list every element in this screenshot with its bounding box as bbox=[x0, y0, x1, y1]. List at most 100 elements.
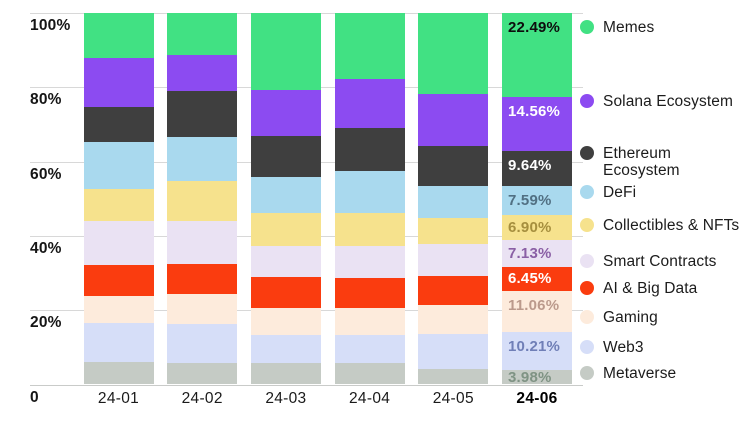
segment-memes-24-01[interactable] bbox=[83, 13, 154, 58]
segment-gaming-24-02[interactable] bbox=[167, 293, 238, 324]
segment-ethereum-ecosystem-24-04[interactable] bbox=[334, 128, 405, 171]
segment-gaming-24-06[interactable]: 11.06% bbox=[502, 290, 572, 332]
segment-defi-24-04[interactable] bbox=[334, 170, 405, 213]
segment-memes-24-06[interactable]: 22.49% bbox=[502, 13, 572, 97]
segment-solana-ecosystem-24-01[interactable] bbox=[83, 57, 154, 107]
segment-smart-contracts-24-03[interactable] bbox=[250, 245, 321, 278]
segment-defi-24-05[interactable] bbox=[418, 186, 489, 219]
legend-dot-gaming bbox=[580, 310, 594, 324]
segment-collectibles-nfts-24-05[interactable] bbox=[418, 218, 489, 245]
legend-item-ethereum-ecosystem[interactable]: Ethereum Ecosystem bbox=[580, 145, 745, 179]
segment-solana-ecosystem-24-05[interactable] bbox=[418, 94, 489, 146]
segment-collectibles-nfts-24-01[interactable] bbox=[83, 189, 154, 221]
segment-gaming-24-04[interactable] bbox=[334, 307, 405, 335]
legend-dot-defi bbox=[580, 185, 594, 199]
segment-smart-contracts-24-04[interactable] bbox=[334, 245, 405, 278]
legend-item-web3[interactable]: Web3 bbox=[580, 339, 745, 356]
segment-ai-big-data-24-05[interactable] bbox=[418, 276, 489, 305]
value-label-collectibles-nfts: 6.90% bbox=[508, 218, 552, 236]
segment-defi-24-01[interactable] bbox=[83, 141, 154, 190]
segment-web3-24-01[interactable] bbox=[83, 323, 154, 363]
segment-web3-24-02[interactable] bbox=[167, 323, 238, 363]
segment-metaverse-24-04[interactable] bbox=[334, 363, 405, 385]
legend-item-gaming[interactable]: Gaming bbox=[580, 309, 745, 326]
x-tick-24-01: 24-01 bbox=[97, 390, 140, 407]
segment-gaming-24-05[interactable] bbox=[418, 304, 489, 334]
legend-dot-memes bbox=[580, 20, 594, 34]
segment-memes-24-04[interactable] bbox=[334, 13, 405, 80]
value-label-solana-ecosystem: 14.56% bbox=[508, 102, 561, 120]
legend-item-solana-ecosystem[interactable]: Solana Ecosystem bbox=[580, 93, 745, 110]
segment-smart-contracts-24-02[interactable] bbox=[167, 221, 238, 264]
segment-collectibles-nfts-24-04[interactable] bbox=[334, 212, 405, 246]
x-tick-24-04: 24-04 bbox=[349, 390, 391, 407]
segment-ai-big-data-24-01[interactable] bbox=[83, 265, 154, 296]
legend-item-collectibles-nfts[interactable]: Collectibles & NFTs bbox=[580, 217, 745, 234]
segment-collectibles-nfts-24-02[interactable] bbox=[167, 180, 238, 221]
legend-dot-collectibles-nfts bbox=[580, 218, 594, 232]
segment-ai-big-data-24-03[interactable] bbox=[250, 277, 321, 308]
segment-smart-contracts-24-01[interactable] bbox=[83, 220, 154, 266]
legend-label-gaming: Gaming bbox=[603, 309, 658, 326]
segment-smart-contracts-24-05[interactable] bbox=[418, 244, 489, 277]
segment-defi-24-06[interactable]: 7.59% bbox=[502, 186, 572, 215]
segment-ethereum-ecosystem-24-01[interactable] bbox=[83, 106, 154, 142]
legend-label-smart-contracts: Smart Contracts bbox=[603, 253, 717, 270]
segment-metaverse-24-01[interactable] bbox=[83, 362, 154, 385]
segment-gaming-24-01[interactable] bbox=[83, 295, 154, 324]
x-tick-24-03: 24-03 bbox=[265, 390, 307, 407]
segment-solana-ecosystem-24-03[interactable] bbox=[250, 89, 321, 136]
segment-web3-24-03[interactable] bbox=[250, 335, 321, 363]
y-tick-80: 80% bbox=[30, 91, 62, 109]
segment-gaming-24-03[interactable] bbox=[250, 307, 321, 336]
legend-label-web3: Web3 bbox=[603, 339, 644, 356]
segment-web3-24-04[interactable] bbox=[334, 334, 405, 364]
segment-collectibles-nfts-24-06[interactable]: 6.90% bbox=[502, 214, 572, 241]
y-tick-100: 100% bbox=[30, 17, 71, 34]
segment-web3-24-06[interactable]: 10.21% bbox=[502, 331, 572, 370]
segment-metaverse-24-02[interactable] bbox=[167, 362, 238, 385]
segment-web3-24-05[interactable] bbox=[418, 333, 489, 370]
value-label-gaming: 11.06% bbox=[508, 296, 560, 314]
legend-item-defi[interactable]: DeFi bbox=[580, 184, 745, 201]
segment-metaverse-24-05[interactable] bbox=[418, 369, 489, 385]
value-label-defi: 7.59% bbox=[508, 192, 552, 209]
value-label-ethereum-ecosystem: 9.64% bbox=[508, 156, 552, 174]
segment-metaverse-24-03[interactable] bbox=[250, 362, 321, 385]
legend-label-metaverse: Metaverse bbox=[603, 365, 677, 382]
segment-ethereum-ecosystem-24-03[interactable] bbox=[250, 135, 321, 177]
legend-item-smart-contracts[interactable]: Smart Contracts bbox=[580, 253, 745, 270]
segment-defi-24-03[interactable] bbox=[250, 176, 321, 213]
segment-ai-big-data-24-02[interactable] bbox=[167, 263, 238, 294]
legend-dot-metaverse bbox=[580, 366, 594, 380]
segment-solana-ecosystem-24-04[interactable] bbox=[334, 79, 405, 129]
segment-smart-contracts-24-06[interactable]: 7.13% bbox=[502, 240, 572, 267]
legend-dot-ai-big-data bbox=[580, 281, 594, 295]
legend-item-memes[interactable]: Memes bbox=[580, 19, 745, 36]
segment-defi-24-02[interactable] bbox=[167, 136, 238, 181]
segment-memes-24-05[interactable] bbox=[418, 13, 489, 95]
segment-memes-24-02[interactable] bbox=[167, 13, 238, 56]
x-tick-24-06: 24-06 bbox=[516, 390, 558, 407]
bar-24-03 bbox=[250, 13, 321, 385]
legend-item-ai-big-data[interactable]: AI & Big Data bbox=[580, 280, 745, 297]
segment-ai-big-data-24-06[interactable]: 6.45% bbox=[502, 266, 572, 291]
y-tick-60: 60% bbox=[30, 165, 62, 183]
legend-dot-smart-contracts bbox=[580, 254, 594, 268]
legend-dot-web3 bbox=[580, 340, 594, 354]
segment-ai-big-data-24-04[interactable] bbox=[334, 277, 405, 308]
value-label-smart-contracts: 7.13% bbox=[508, 244, 552, 262]
segment-ethereum-ecosystem-24-06[interactable]: 9.64% bbox=[502, 150, 572, 187]
y-tick-40: 40% bbox=[30, 239, 62, 257]
y-tick-20: 20% bbox=[30, 314, 62, 332]
segment-ethereum-ecosystem-24-02[interactable] bbox=[167, 91, 238, 137]
segment-memes-24-03[interactable] bbox=[250, 13, 321, 90]
segment-solana-ecosystem-24-06[interactable]: 14.56% bbox=[502, 96, 572, 151]
legend-item-metaverse[interactable]: Metaverse bbox=[580, 365, 745, 382]
segment-solana-ecosystem-24-02[interactable] bbox=[167, 55, 238, 92]
segment-collectibles-nfts-24-03[interactable] bbox=[250, 212, 321, 246]
segment-metaverse-24-06[interactable]: 3.98% bbox=[502, 369, 572, 385]
x-tick-24-02: 24-02 bbox=[181, 390, 223, 407]
segment-ethereum-ecosystem-24-05[interactable] bbox=[418, 145, 489, 187]
